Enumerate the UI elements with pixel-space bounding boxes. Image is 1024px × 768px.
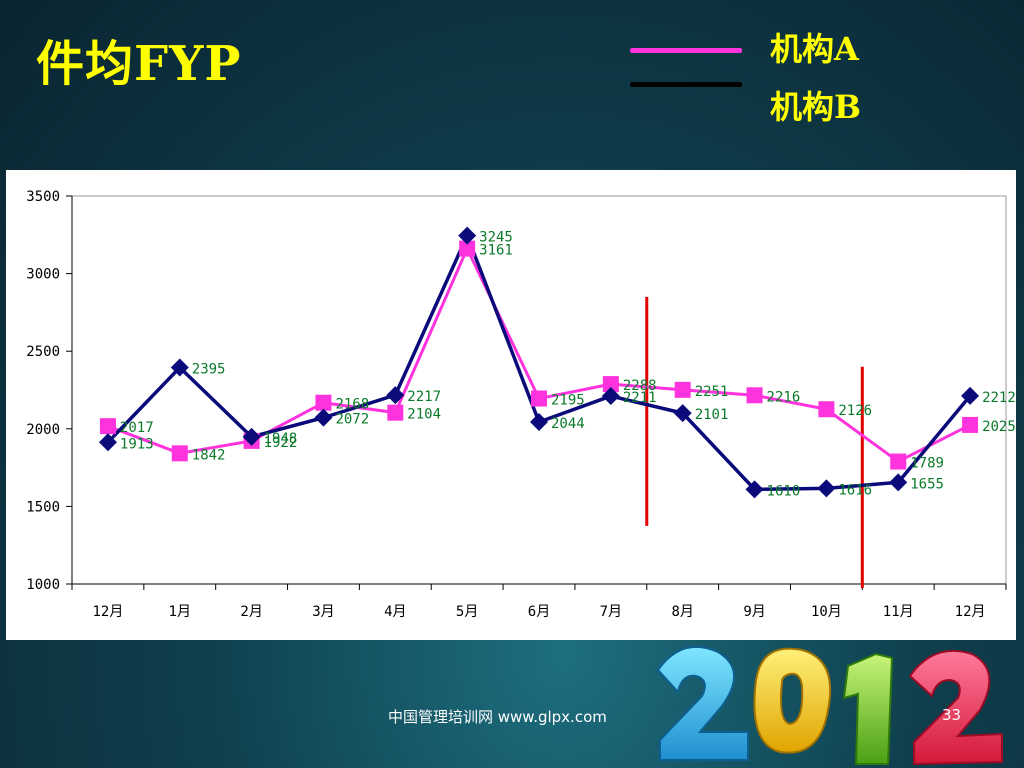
data-point-series-b [386,386,405,405]
footer-text: 中国管理培训网 www.glpx.com [388,708,607,726]
data-label-series-a: 1789 [910,456,944,472]
data-label-series-a: 1842 [192,447,226,463]
data-label-series-b: 2212 [982,390,1016,406]
chart-panel: 1000 1500 2000 2500 3000 3500 12月 1月 2月 3月 4月 5月 6月 7… [6,170,1016,640]
data-label-series-b: 1913 [120,436,154,452]
data-point-series-b [458,226,477,245]
x-tick-label: 3月 [312,604,334,620]
legend-label-series-b: 机构B [770,88,862,126]
data-point-series-b [530,412,548,431]
data-label-series-b: 1610 [767,483,801,499]
data-point-series-b [961,386,980,405]
legend-line-series-a [630,48,742,53]
data-label-series-b: 1616 [838,482,872,498]
x-tick-label: 12月 [92,604,123,620]
line-chart: 1000 1500 2000 2500 3000 3500 12月 1月 2月 3月 4月 5月 6月 7… [26,189,1016,620]
data-point-series-a [818,401,835,418]
data-label-series-a: 2126 [838,403,872,419]
data-point-series-b [817,479,836,498]
legend-label-series-a: 机构A [770,30,859,68]
data-label-series-a: 2216 [767,389,801,405]
y-tick-label: 3000 [26,267,60,283]
plot-area-border [71,195,1007,585]
data-point-series-b [673,404,692,423]
data-label-series-b: 1948 [264,431,298,447]
data-label-series-b: 2101 [695,407,729,423]
data-label-series-a: 2017 [120,420,154,436]
data-label-series-a: 2288 [623,378,657,394]
x-tick-label: 12月 [955,604,986,620]
data-point-series-b [745,480,764,499]
data-label-series-b: 2044 [551,416,585,432]
data-point-series-a [387,404,404,421]
x-tick-label: 9月 [743,604,765,620]
data-label-series-a: 2104 [407,407,441,423]
slide-title: 件均FYP [36,36,242,92]
x-tick-label: 6月 [528,604,550,620]
data-point-series-b [314,408,333,427]
x-tick-label: 7月 [600,604,622,620]
legend-line-series-b [630,82,742,87]
data-label-series-b: 2217 [407,389,441,405]
y-tick-label: 2000 [26,422,60,438]
data-point-series-a [459,240,476,257]
data-point-series-a [531,390,547,407]
data-label-series-a: 3161 [479,243,513,259]
data-label-series-b: 2211 [623,390,657,406]
y-tick-label: 1000 [26,577,60,593]
data-point-series-b [601,387,620,406]
x-tick-label: 5月 [456,604,478,620]
chart-legend: 机构A 机构B [630,16,930,126]
year-2012-decoration [656,645,1003,766]
x-tick-label: 8月 [671,604,693,620]
data-label-series-a: 2195 [551,393,585,409]
data-point-series-a [890,453,907,470]
data-point-series-b [98,433,117,452]
data-point-series-a [962,416,979,433]
x-tick-label: 11月 [883,604,914,620]
data-point-series-a [171,445,188,462]
data-label-series-b: 1655 [910,476,944,492]
x-tick-label: 10月 [811,604,842,620]
series-line-b [106,233,972,492]
page-number: 33 [942,706,962,724]
y-tick-label: 3500 [26,189,60,205]
y-tick-label: 1500 [26,499,60,515]
data-point-series-a [746,387,763,404]
y-tick-label: 2500 [26,344,60,360]
data-label-series-b: 2072 [335,412,369,428]
data-point-series-a [315,394,332,411]
data-label-series-a: 2025 [982,419,1016,435]
data-label-series-a: 2251 [695,384,729,400]
data-point-series-b [170,358,189,377]
data-label-series-a: 1922 [264,435,298,451]
data-label-series-b: 2395 [192,361,226,377]
data-label-series-b: 3245 [479,230,513,246]
x-tick-label: 2月 [240,604,262,620]
x-tick-label: 1月 [169,604,191,620]
data-point-series-b [242,427,261,446]
data-point-series-a [99,418,116,435]
data-point-series-a [674,381,691,398]
x-tick-label: 4月 [384,604,406,620]
data-point-series-a [602,376,619,393]
data-point-series-b [889,473,908,492]
data-label-series-a: 2168 [335,397,369,413]
